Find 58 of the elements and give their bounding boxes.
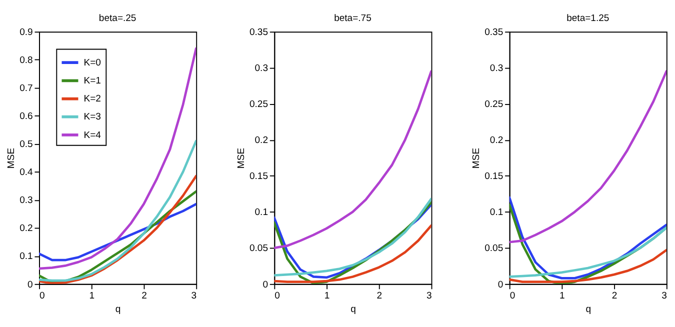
chart-title: beta=.25 [98, 13, 136, 24]
y-axis-title: MSE [470, 148, 482, 169]
y-axis-title: MSE [6, 148, 17, 169]
y-tick-label: 0.15 [484, 171, 504, 182]
x-axis-title: q [115, 304, 121, 316]
chart-title: beta=1.25 [566, 13, 610, 24]
x-tick-label: 0 [40, 290, 45, 302]
y-tick-label: 0.8 [20, 55, 33, 66]
x-tick-label: 1 [560, 290, 565, 302]
y-tick-label: 0 [498, 279, 504, 290]
y-tick-label: 0.25 [249, 99, 268, 110]
y-tick-label: 0.3 [254, 63, 268, 74]
y-tick-label: 0.7 [20, 83, 33, 94]
y-tick-label: 0 [28, 279, 33, 290]
x-tick-label: 0 [510, 290, 516, 302]
chart-title: beta=.75 [334, 13, 372, 24]
x-tick-label: 2 [612, 290, 618, 302]
y-tick-label: 0.15 [249, 171, 268, 182]
line-series [39, 202, 196, 262]
y-tick-label: 0.3 [490, 63, 504, 74]
y-tick-label: 0.25 [484, 99, 504, 110]
legend-label: K=4 [84, 130, 102, 141]
x-axis-title: q [586, 304, 592, 316]
x-tick-label: 3 [662, 290, 667, 302]
x-tick-label: 0 [274, 290, 280, 302]
x-tick-label: 2 [142, 290, 147, 302]
legend-label: K=2 [84, 94, 101, 105]
y-tick-label: 0.6 [20, 111, 33, 122]
x-tick-label: 2 [376, 290, 382, 302]
y-tick-label: 0.3 [20, 195, 33, 206]
y-axis-title: MSE [236, 148, 247, 169]
y-tick-label: 0.1 [254, 207, 268, 218]
x-axis-title: q [350, 304, 356, 316]
y-tick-label: 0.05 [484, 243, 504, 254]
y-tick-label: 0.35 [484, 26, 504, 38]
y-tick-label: 0.2 [20, 223, 33, 234]
legend-label: K=0 [84, 57, 101, 68]
x-tick-label: 3 [426, 290, 432, 302]
x-tick-label: 3 [191, 290, 197, 302]
y-tick-label: 0.2 [254, 135, 268, 146]
y-tick-label: 0.05 [249, 243, 268, 254]
x-tick-label: 1 [324, 290, 330, 302]
y-tick-label: 0.9 [20, 26, 33, 38]
legend-label: K=1 [84, 76, 101, 87]
y-tick-label: 0 [262, 279, 268, 290]
line-series [274, 70, 432, 250]
y-tick-label: 0.2 [490, 135, 504, 146]
y-tick-label: 0.1 [490, 207, 504, 218]
line-series [509, 226, 666, 278]
line-series [509, 70, 666, 244]
y-tick-label: 0.4 [20, 167, 34, 178]
y-tick-label: 0.5 [20, 139, 33, 150]
line-series [39, 47, 196, 270]
legend-label: K=3 [84, 112, 101, 123]
line-series [39, 140, 196, 282]
y-tick-label: 0.35 [249, 26, 268, 38]
y-tick-label: 0.1 [20, 251, 33, 262]
x-tick-label: 1 [89, 290, 95, 302]
